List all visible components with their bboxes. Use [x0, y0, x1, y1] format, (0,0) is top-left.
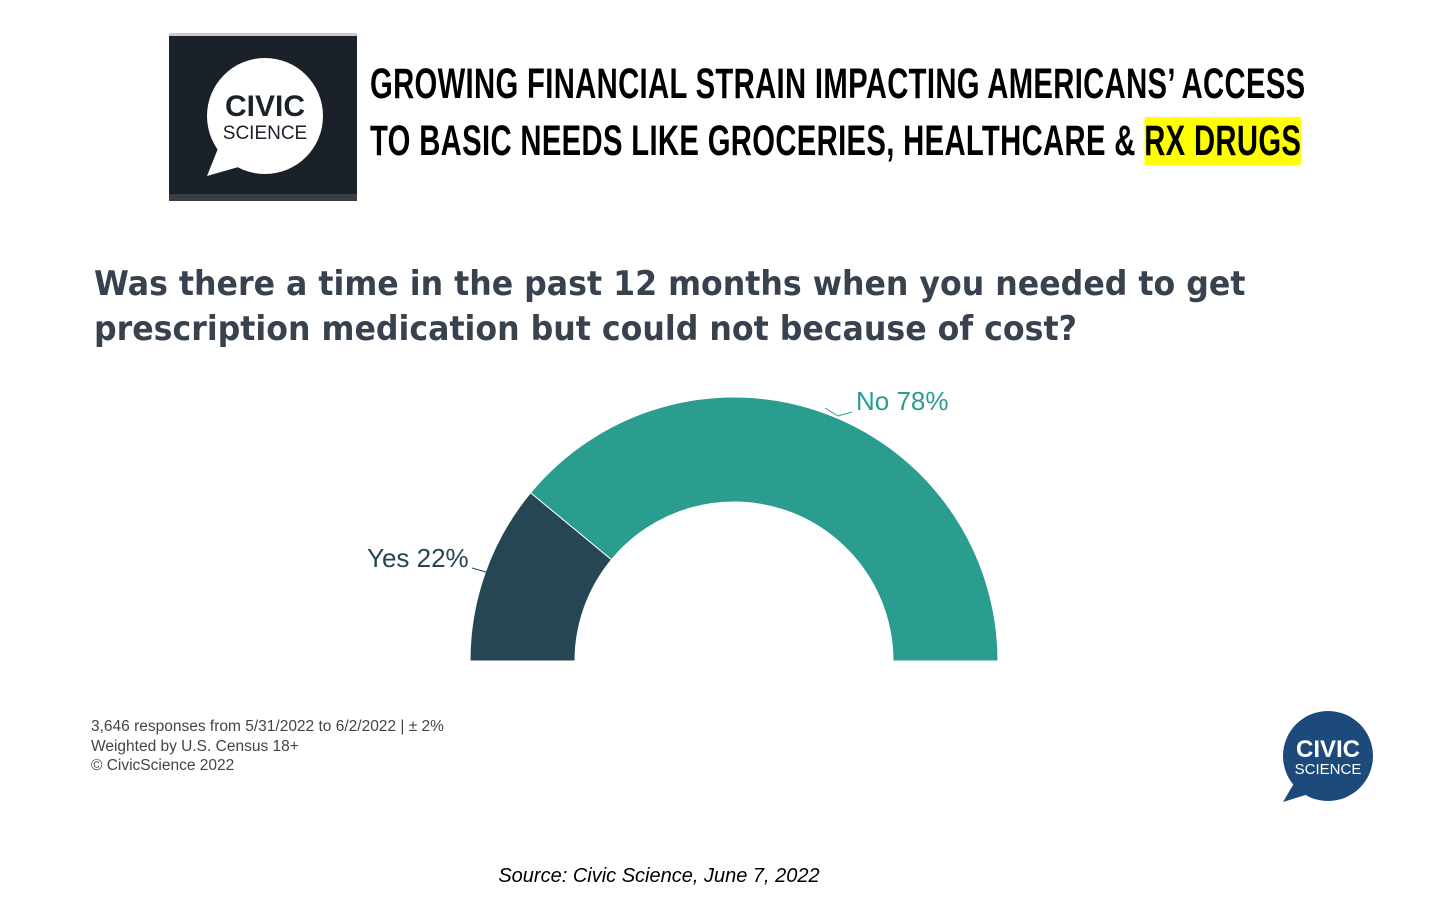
- bottom-logo-science-text: SCIENCE: [1295, 761, 1362, 778]
- chart-title: Was there a time in the past 12 months w…: [94, 262, 1245, 352]
- yes-leader-line: [471, 567, 487, 573]
- chart-footer: 3,646 responses from 5/31/2022 to 6/2/20…: [91, 717, 444, 776]
- speech-bubble-logo-icon: CIVIC SCIENCE: [207, 58, 323, 176]
- footer-copyright: © CivicScience 2022: [91, 757, 235, 774]
- headline-line-2: TO BASIC NEEDS LIKE GROCERIES, HEALTHCAR…: [370, 113, 1302, 170]
- logo-civic-text: CIVIC: [225, 90, 305, 123]
- civic-science-logo-header: CIVIC SCIENCE: [169, 33, 357, 201]
- slice-no: [529, 396, 999, 662]
- headline-highlight: RX DRUGS: [1144, 117, 1302, 165]
- footer-responses: 3,646 responses from 5/31/2022 to 6/2/20…: [91, 718, 444, 735]
- bottom-logo-civic-text: CIVIC: [1296, 736, 1360, 763]
- civic-science-logo-bottom: CIVIC SCIENCE: [1283, 711, 1373, 802]
- logo-science-text: SCIENCE: [223, 123, 307, 144]
- source-caption: Source: Civic Science, June 7, 2022: [498, 865, 820, 887]
- no-leader-line: [824, 407, 853, 417]
- footer-weighting: Weighted by U.S. Census 18+: [91, 737, 299, 755]
- slice-label-yes: Yes 22%: [367, 543, 469, 573]
- chart-title-line-1: Was there a time in the past 12 months w…: [94, 264, 1246, 304]
- logo-bottom-bar: [169, 194, 357, 201]
- slice-label-no: No 78%: [856, 386, 949, 416]
- headline-line-2-text: TO BASIC NEEDS LIKE GROCERIES, HEALTHCAR…: [370, 117, 1145, 165]
- chart-title-line-2: prescription medication but could not be…: [94, 309, 1077, 349]
